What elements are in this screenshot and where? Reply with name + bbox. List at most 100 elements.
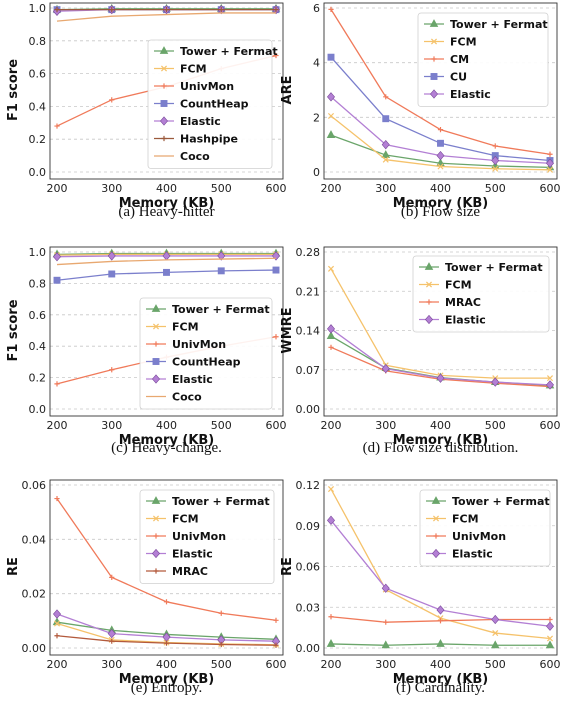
data-point	[546, 375, 554, 382]
series-cm	[328, 6, 553, 157]
legend-label: FCM	[445, 279, 472, 292]
y-axis-label: F1 score	[6, 299, 21, 361]
x-tick-label: 400	[430, 182, 451, 195]
data-point	[381, 583, 390, 593]
data-point	[492, 630, 499, 637]
legend-marker	[432, 515, 440, 522]
legend-label: Elastic	[172, 548, 213, 561]
series-coco	[56, 12, 276, 22]
plot-frame	[49, 2, 284, 180]
legend-marker	[152, 515, 160, 522]
x-tick-label: 300	[101, 658, 122, 671]
y-tick-label: 0.00	[22, 642, 47, 655]
legend-marker	[429, 19, 439, 27]
y-tick-label: 4	[313, 57, 320, 70]
data-point	[326, 331, 336, 340]
legend-marker	[152, 358, 160, 365]
data-point	[107, 628, 116, 639]
legend-marker	[151, 304, 161, 312]
data-point	[328, 614, 334, 620]
x-tick-label: 200	[321, 182, 342, 195]
x-tick-label: 600	[266, 658, 287, 671]
legend-label: FCM	[452, 513, 479, 526]
y-tick-label: 1.0	[29, 246, 47, 259]
legend-label: Elastic	[445, 314, 486, 327]
legend-marker	[152, 323, 160, 330]
data-point	[218, 610, 224, 616]
legend-box	[139, 489, 275, 584]
x-tick-label: 400	[156, 658, 177, 671]
data-point	[382, 115, 390, 123]
panel-caption: (d) Flow size distribution.	[363, 440, 519, 456]
data-point	[437, 139, 444, 147]
legend-label: Elastic	[172, 373, 213, 386]
data-point	[436, 638, 445, 647]
y-tick-label: 0.4	[29, 100, 47, 113]
y-tick-label: 6	[313, 2, 320, 15]
chart-panel-2: 0 2 4 6 200 300 400 500 600 Memory (KB) ARE Tower +…	[280, 2, 561, 220]
legend-box	[412, 255, 550, 333]
x-tick-label: 300	[375, 658, 396, 671]
x-tick-label: 500	[211, 658, 232, 671]
legend-label: UnivMon	[180, 80, 234, 93]
data-point	[545, 640, 555, 649]
data-point	[547, 151, 553, 157]
data-point	[546, 621, 554, 631]
y-tick-label: 0.0	[29, 166, 47, 179]
series-line	[56, 257, 277, 266]
x-tick-label: 500	[211, 419, 232, 432]
series-elastic	[327, 92, 554, 168]
data-point	[54, 123, 60, 129]
legend-label: UnivMon	[452, 530, 506, 543]
x-axis-label: Memory (KB)	[393, 672, 489, 687]
y-tick-label: 0.03	[296, 601, 321, 614]
data-point	[546, 158, 554, 168]
data-point	[54, 7, 60, 13]
data-point	[437, 618, 444, 624]
legend-marker	[161, 83, 167, 89]
legend-label: CM	[450, 53, 469, 66]
legend-label: MRAC	[445, 296, 481, 309]
x-tick-label: 200	[321, 658, 342, 671]
y-axis-label: F1 score	[6, 59, 21, 121]
data-point	[436, 605, 445, 615]
data-point	[546, 635, 554, 642]
data-point	[326, 130, 336, 139]
data-point	[492, 143, 498, 149]
y-tick-label: 0.04	[22, 533, 47, 546]
series-fcm	[327, 112, 554, 173]
y-tick-label: 0.12	[296, 479, 321, 492]
x-tick-label: 500	[485, 419, 506, 432]
data-point	[383, 619, 389, 625]
panel-caption: (a) Heavy-hitter	[118, 204, 214, 220]
data-point	[327, 515, 335, 525]
legend-label: Elastic	[452, 548, 493, 561]
data-point	[327, 486, 335, 493]
x-axis-label: Memory (KB)	[393, 196, 489, 211]
y-axis-label: WMRE	[280, 307, 295, 353]
plot-frame	[49, 479, 284, 656]
legend-label: Coco	[172, 391, 202, 404]
legend-marker	[152, 548, 160, 559]
x-tick-label: 300	[375, 419, 396, 432]
x-tick-label: 200	[321, 419, 342, 432]
legend-label: Coco	[180, 150, 210, 163]
legend-label: MRAC	[172, 565, 208, 578]
x-tick-label: 400	[430, 419, 451, 432]
legend-box	[417, 12, 549, 107]
data-point	[53, 609, 61, 619]
data-point	[109, 97, 115, 103]
legend-box	[419, 489, 551, 567]
panel-caption: (b) Flow size	[401, 204, 480, 220]
data-point	[109, 638, 115, 644]
x-tick-label: 500	[211, 182, 232, 195]
chart-panel-4: 0.00 0.07 0.14 0.21 0.28 200 300 400 500 600 Memor…	[280, 246, 561, 456]
legend-marker	[425, 314, 433, 325]
legend-box	[139, 297, 273, 410]
series-univmon	[328, 614, 553, 625]
data-point	[437, 615, 444, 622]
x-axis-label: Memory (KB)	[119, 672, 215, 687]
data-point	[327, 265, 335, 272]
y-tick-label: 0.14	[296, 325, 321, 338]
data-point	[54, 633, 60, 639]
